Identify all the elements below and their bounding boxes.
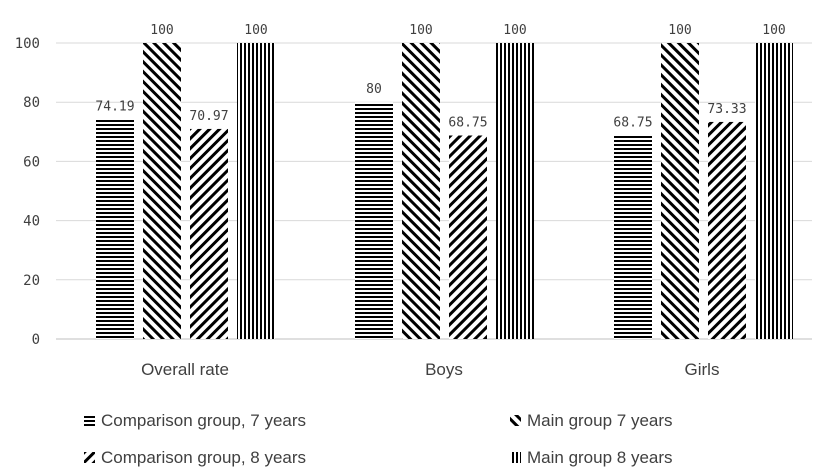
data-label: 68.75: [448, 116, 487, 131]
data-label: 68.75: [613, 116, 652, 131]
bar-girls-series-4: [755, 43, 793, 339]
category-label: Girls: [685, 360, 720, 379]
data-label: 100: [762, 23, 785, 38]
bar-boys-series-1: [355, 102, 393, 339]
legend-swatch: [510, 415, 521, 426]
y-axis: 0 20 40 60 80 100: [15, 36, 40, 348]
legend-swatch: [84, 415, 95, 426]
data-label: 74.19: [95, 99, 134, 114]
y-tick-label-20: 20: [23, 273, 40, 289]
category-label: Overall rate: [141, 360, 229, 379]
data-label: 100: [503, 23, 526, 38]
x-axis: Overall rate Boys Girls: [141, 360, 719, 379]
category-label: Boys: [425, 360, 463, 379]
legend-label: Main group 8 years: [527, 448, 673, 467]
bar-overall-rate-series-3: [190, 128, 228, 339]
y-tick-label-60: 60: [23, 154, 40, 170]
bar-overall-rate-series-1: [96, 119, 134, 339]
bar-overall-rate-series-4: [237, 43, 275, 339]
y-tick-label-40: 40: [23, 214, 40, 230]
bar-girls-series-3: [708, 121, 746, 339]
y-tick-label-80: 80: [23, 95, 40, 111]
data-label: 100: [244, 23, 267, 38]
data-label: 100: [668, 23, 691, 38]
data-label: 73.33: [707, 102, 746, 117]
data-label: 100: [409, 23, 432, 38]
legend: Comparison group, 7 years Main group 7 ye…: [84, 411, 673, 467]
y-tick-label-100: 100: [15, 36, 40, 52]
bar-girls-series-2: [661, 43, 699, 339]
data-labels: 74.19 80 68.75 100 100 100 70.97 68.75 73.33 100 1…: [95, 23, 785, 131]
legend-label: Comparison group, 8 years: [101, 448, 306, 467]
bars: [96, 43, 793, 339]
legend-label: Comparison group, 7 years: [101, 411, 306, 430]
data-label: 100: [150, 23, 173, 38]
bar-boys-series-4: [496, 43, 534, 339]
data-label: 80: [366, 82, 382, 97]
legend-swatch: [84, 452, 95, 463]
bar-girls-series-1: [614, 135, 652, 339]
bar-overall-rate-series-2: [143, 43, 181, 339]
y-tick-label-0: 0: [32, 332, 40, 348]
data-label: 70.97: [189, 109, 228, 124]
legend-label: Main group 7 years: [527, 411, 673, 430]
bar-boys-series-3: [449, 135, 487, 339]
bar-boys-series-2: [402, 43, 440, 339]
legend-swatch: [510, 452, 521, 463]
